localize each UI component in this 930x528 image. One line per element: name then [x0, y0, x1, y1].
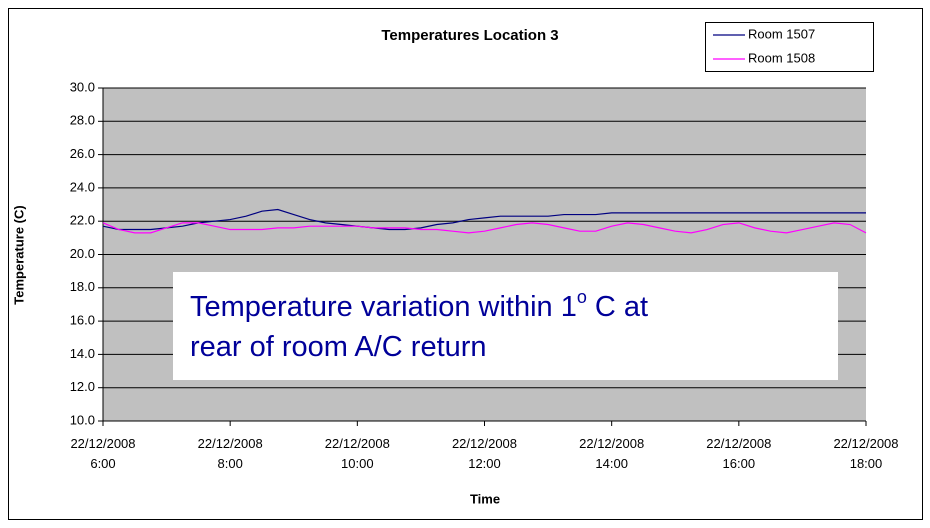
y-tick-label: 30.0 — [70, 79, 95, 94]
y-tick-label: 26.0 — [70, 146, 95, 161]
x-tick-label: 22/12/2008 14:00 — [579, 436, 644, 471]
annotation-text: rear of room A/C return — [190, 331, 487, 363]
y-tick-label: 20.0 — [70, 246, 95, 261]
series-line — [102, 222, 867, 234]
annotation-text: o — [577, 287, 587, 307]
x-axis-label: Time — [470, 491, 500, 506]
x-tick-label: 22/12/2008 8:00 — [198, 436, 263, 471]
annotation-text: Temperature variation within 1 — [190, 291, 577, 323]
annotation: Temperature variation within 1o C at rear… — [190, 287, 648, 363]
x-tick-label: 22/12/2008 18:00 — [833, 436, 898, 471]
y-tick-label: 28.0 — [70, 113, 95, 128]
y-tick-label: 14.0 — [70, 346, 95, 361]
annotation-text: C at — [587, 291, 648, 323]
y-tick-label: 18.0 — [70, 279, 95, 294]
series-line — [102, 208, 866, 231]
y-tick-label: 24.0 — [70, 179, 95, 194]
legend-box — [705, 22, 874, 72]
y-tick-label: 16.0 — [70, 313, 95, 328]
x-tick-label: 22/12/2008 12:00 — [452, 436, 517, 471]
x-tick-label: 22/12/2008 10:00 — [325, 436, 390, 471]
x-tick-label: 22/12/2008 6:00 — [70, 436, 135, 471]
chart-title: Temperatures Location 3 — [381, 27, 558, 44]
y-axis-label: Temperature (C) — [11, 205, 26, 304]
y-tick-label: 10.0 — [70, 412, 95, 427]
y-tick-label: 22.0 — [70, 213, 95, 228]
x-tick-label: 22/12/2008 16:00 — [706, 436, 771, 471]
annotation-box — [173, 272, 838, 380]
legend-label: Room 1508 — [748, 50, 815, 65]
legend-label: Room 1507 — [748, 26, 815, 41]
y-tick-label: 12.0 — [70, 379, 95, 394]
